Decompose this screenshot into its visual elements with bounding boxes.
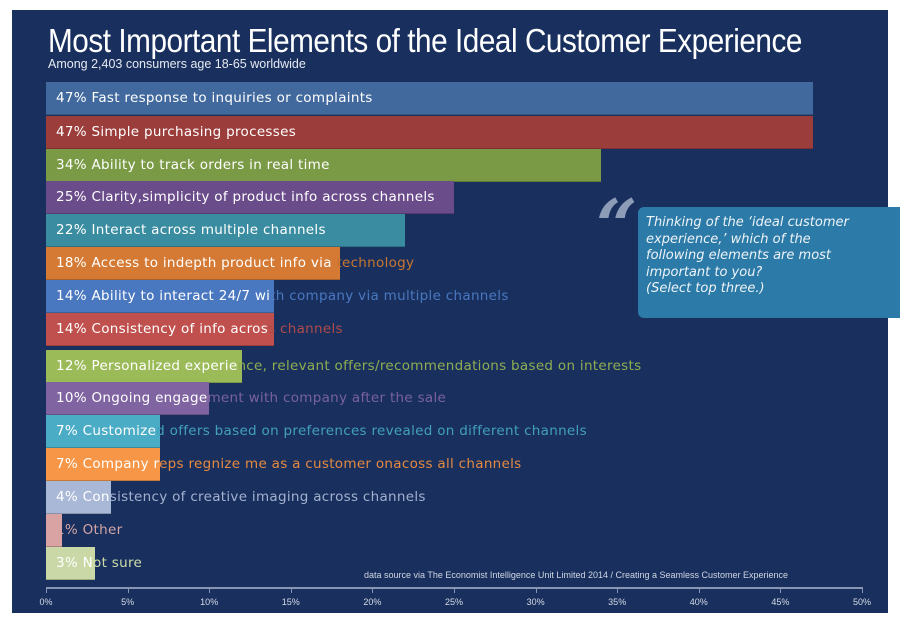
bar-label: 1% Other xyxy=(56,514,122,546)
bar-label-outside: d offers based on preferences revealed o… xyxy=(156,423,587,439)
x-tick-label: 20% xyxy=(363,597,382,607)
bar xyxy=(46,116,814,149)
x-tick-label: 40% xyxy=(689,597,708,607)
bar xyxy=(46,481,112,514)
bar-label-inside: 34% Ability to track orders in real time xyxy=(56,157,330,173)
bar-label-inside: 47% Simple purchasing processes xyxy=(56,124,297,140)
bar-label: 14% Consistency of info across channels xyxy=(56,313,343,345)
bar-label: 12% Personalized experience, relevant of… xyxy=(56,350,641,382)
bar-label-inside: 47% Fast response to inquiries or compla… xyxy=(56,90,373,106)
bar xyxy=(46,313,275,346)
question-callout: Thinking of the ‘ideal customer experien… xyxy=(638,207,900,318)
bar-label-inside: 10% Ongoing engage xyxy=(56,390,208,406)
bar-label-inside: 7% Company r xyxy=(56,456,160,472)
bar-label: 22% Interact across multiple channels xyxy=(56,214,326,246)
bar-label: 47% Simple purchasing processes xyxy=(56,116,296,148)
bar-label: 34% Ability to track orders in real time xyxy=(56,149,330,181)
x-tick-label: 35% xyxy=(608,597,627,607)
bar-label-outside: nce, relevant offers/recommendations bas… xyxy=(237,358,642,374)
bar xyxy=(46,382,210,415)
bar-label-inside: 14% Consistency of info acros xyxy=(56,321,269,337)
x-tick xyxy=(46,587,47,593)
bar-label: 14% Ability to interact 24/7 with compan… xyxy=(56,280,509,312)
x-tick xyxy=(780,587,782,593)
bar-label: 7% Company reps regnize me as a customer… xyxy=(56,448,522,480)
bar-label-inside: 25% Clarity,simplicity of product info a… xyxy=(56,189,435,205)
x-tick xyxy=(862,587,863,593)
bar-label: 10% Ongoing engagement with company afte… xyxy=(56,382,446,414)
bar xyxy=(46,547,95,580)
x-tick xyxy=(290,587,292,593)
bar-label-inside: 22% Interact across multiple channels xyxy=(56,222,326,238)
bar xyxy=(46,448,161,481)
x-tick-label: 5% xyxy=(121,597,135,607)
bar-label: 7% Customized offers based on preference… xyxy=(56,415,587,447)
bar-label: 47% Fast response to inquiries or compla… xyxy=(56,82,373,114)
bar-label-outside: sistency of creative imaging across chan… xyxy=(109,489,426,505)
bar xyxy=(46,82,814,115)
x-tick-label: 30% xyxy=(526,597,545,607)
quote-mark-icon: “ xyxy=(596,183,638,268)
bar-label-inside: 18% Access to indepth product info via xyxy=(56,255,337,271)
bar-label-outside: ment with company after the sale xyxy=(207,390,447,406)
bar-label: 25% Clarity,simplicity of product info a… xyxy=(56,181,435,213)
bar xyxy=(46,247,340,280)
bar xyxy=(46,181,454,214)
callout-text: Thinking of the ‘ideal customer experien… xyxy=(646,215,849,296)
bar xyxy=(46,514,63,547)
bar xyxy=(46,415,161,448)
x-tick-label: 50% xyxy=(852,597,872,607)
bar xyxy=(46,350,242,383)
x-tick xyxy=(127,587,129,593)
x-tick-label: 15% xyxy=(281,597,300,607)
chart-title: Most Important Elements of the Ideal Cus… xyxy=(48,22,802,59)
bar-label-inside: 7% Customize xyxy=(56,423,157,439)
x-tick xyxy=(372,587,374,593)
x-tick-label: 45% xyxy=(771,597,790,607)
x-tick xyxy=(535,587,537,593)
x-tick xyxy=(454,587,455,593)
bar-label: 18% Access to indepth product info via t… xyxy=(56,247,414,279)
bar-label-outside: technology xyxy=(336,255,415,271)
x-tick-label: 25% xyxy=(444,597,464,607)
bar-label: 4% Consistency of creative imaging acros… xyxy=(56,481,426,513)
bar xyxy=(46,214,406,247)
bar-label-outside: ot sure xyxy=(93,555,143,571)
bar-label-outside: 1% Other xyxy=(56,522,123,538)
data-source-note: data source via The Economist Intelligen… xyxy=(364,570,789,580)
x-tick xyxy=(617,587,619,593)
bar-label-outside: eps regnize me as a customer onacoss all… xyxy=(159,456,522,472)
x-tick-label: 0% xyxy=(39,597,53,607)
bar-label: 3% Not sure xyxy=(56,547,142,579)
bar xyxy=(46,280,275,313)
x-tick-label: 10% xyxy=(200,597,219,607)
chart-subtitle: Among 2,403 consumers age 18-65 worldwid… xyxy=(48,57,306,71)
bar-label-inside: 3% N xyxy=(56,555,94,571)
bar-label-inside: 14% Ability to interact 24/7 wi xyxy=(56,288,271,304)
x-tick xyxy=(209,587,211,593)
bar-label-outside: s channels xyxy=(268,321,343,337)
bar-label-inside: 4% Con xyxy=(56,489,110,505)
bar xyxy=(46,149,601,182)
bar-label-outside: th company via multiple channels xyxy=(270,288,509,304)
x-tick xyxy=(698,587,700,593)
bar-label-inside: 12% Personalized experie xyxy=(56,358,238,374)
